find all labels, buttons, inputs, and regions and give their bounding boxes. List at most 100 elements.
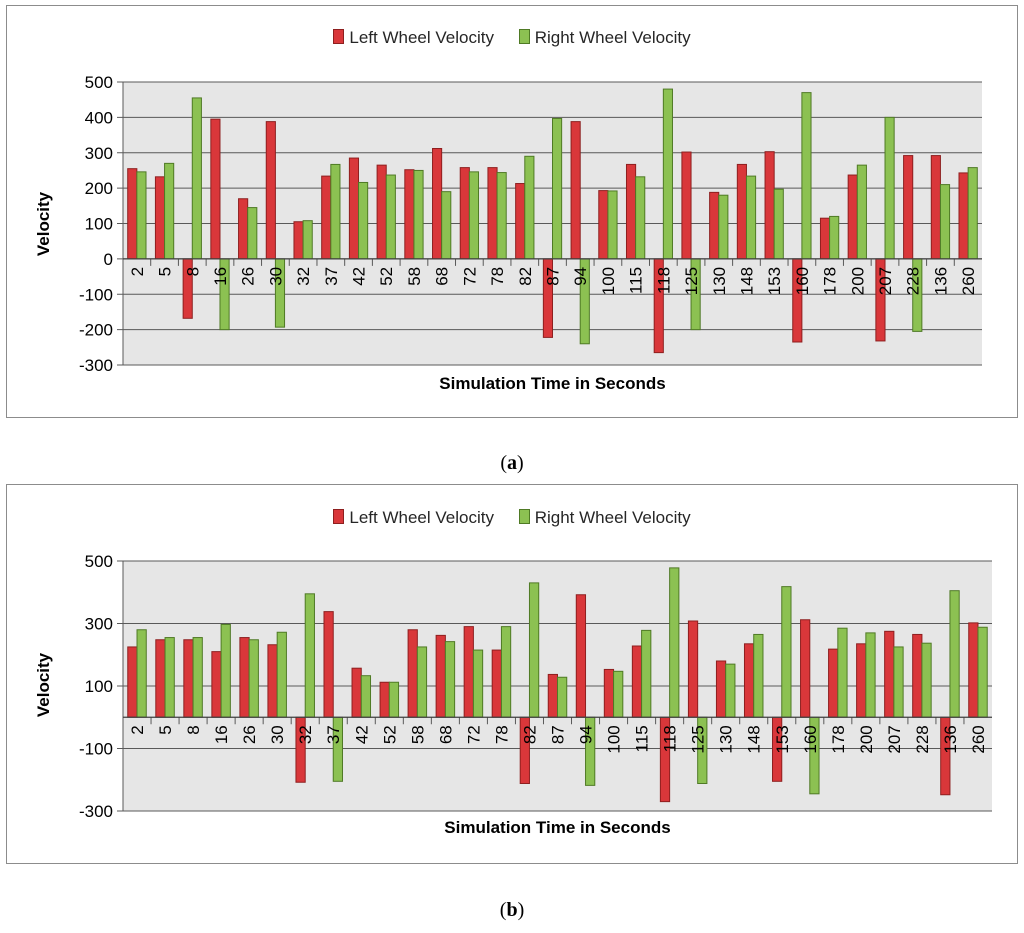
y-tick-label: 500 [85,552,113,571]
bar-left-wheel [487,167,498,260]
caption-b: (b) [499,899,525,921]
bar-right-wheel [613,670,624,718]
x-tick-label: 87 [549,725,568,744]
x-tick-label: 148 [745,725,764,753]
bar-left-wheel [127,168,138,260]
bar-left-wheel [351,667,362,718]
chart-a: Left Wheel Velocity Right Wheel Velocity… [6,5,1018,418]
x-tick-label: 200 [857,725,876,753]
y-tick-label: 300 [85,144,113,163]
bar-left-wheel [515,183,526,260]
bar-right-wheel [220,623,231,718]
x-tick-label: 148 [737,267,756,295]
bar-right-wheel [884,116,895,260]
bar-left-wheel [709,191,720,260]
x-tick-label: 2 [128,267,147,276]
bar-left-wheel [764,151,775,260]
x-tick-label: 26 [239,267,258,286]
bar-right-wheel [164,162,175,260]
y-tick-label: 100 [85,215,113,234]
x-tick-label: 37 [322,267,341,286]
bar-right-wheel [468,171,480,260]
bar-left-wheel [903,155,914,260]
y-tick-label: 300 [85,615,113,634]
x-tick-label: 72 [464,725,483,744]
bar-left-wheel [847,174,858,260]
bar-right-wheel [718,194,729,260]
bar-right-wheel [444,641,456,718]
bar-left-wheel [323,611,334,718]
x-tick-label: 68 [436,725,455,744]
bar-right-wheel [753,633,764,718]
bar-right-wheel [358,181,369,260]
chart-b-legend: Left Wheel Velocity Right Wheel Velocity [7,508,1017,528]
bar-right-wheel [388,681,400,718]
legend-label-right: Right Wheel Velocity [534,508,691,527]
x-tick-label: 207 [876,267,895,295]
bar-left-wheel [884,630,895,718]
x-tick-label: 228 [913,725,932,753]
x-tick-label: 153 [765,267,784,295]
bar-right-wheel [725,663,736,718]
x-tick-label: 130 [710,267,729,295]
bar-right-wheel [136,629,147,718]
bar-left-wheel [210,118,221,260]
bar-right-wheel [472,649,484,718]
bar-right-wheel [247,207,258,260]
bar-left-wheel [348,157,360,260]
bar-left-wheel [265,121,276,260]
x-tick-label: 200 [848,267,867,295]
bar-left-wheel [379,681,390,718]
x-tick-label: 30 [266,267,285,286]
bar-left-wheel [154,176,166,260]
x-tick-label: 32 [294,267,313,286]
bar-right-wheel [557,676,568,718]
bar-left-wheel [293,221,304,260]
bar-left-wheel [603,668,615,718]
x-tick-label: 42 [352,725,371,744]
bar-right-wheel [164,637,175,718]
legend-left-wheel: Left Wheel Velocity [333,508,494,528]
caption-a: (a) [500,452,524,474]
bar-left-wheel [598,190,609,260]
bar-right-wheel [939,184,951,260]
y-axis-title: Velocity [34,652,53,717]
bar-left-wheel [127,646,138,718]
x-tick-label: 8 [184,725,203,734]
legend-right-wheel: Right Wheel Velocity [518,28,691,48]
y-tick-label: -100 [79,740,113,759]
bar-right-wheel [330,163,341,260]
bar-left-wheel [575,594,587,718]
legend-left-wheel: Left Wheel Velocity [333,28,494,48]
x-tick-label: 42 [350,267,369,286]
bar-right-wheel [496,172,507,260]
x-tick-label: 2 [128,725,147,734]
bar-left-wheel [491,649,502,718]
legend-right-wheel: Right Wheel Velocity [518,508,691,528]
legend-label-left: Left Wheel Velocity [349,28,494,47]
bar-right-wheel [921,642,932,718]
y-tick-label: 100 [85,677,113,696]
x-tick-label: 160 [793,267,812,295]
x-tick-label: 118 [654,267,673,294]
x-tick-label: 78 [492,725,511,744]
x-tick-label: 160 [801,725,820,753]
x-tick-label: 260 [969,725,988,753]
x-tick-label: 52 [380,725,399,744]
x-tick-label: 125 [682,267,701,295]
x-tick-label: 16 [211,267,230,286]
bar-right-wheel [837,627,848,718]
legend-label-left: Left Wheel Velocity [349,508,494,527]
x-tick-label: 118 [661,725,680,752]
bar-right-wheel [801,92,812,260]
bar-left-wheel [743,643,755,718]
bar-right-wheel [191,97,202,260]
x-tick-label: 130 [717,725,736,753]
bar-left-wheel [321,175,332,260]
bar-left-wheel [404,169,415,260]
x-tick-label: 58 [408,725,427,744]
y-tick-label: -300 [79,802,113,821]
x-tick-label: 115 [633,725,652,752]
chart-a-legend: Left Wheel Velocity Right Wheel Velocity [7,28,1017,48]
x-tick-label: 26 [240,725,259,744]
